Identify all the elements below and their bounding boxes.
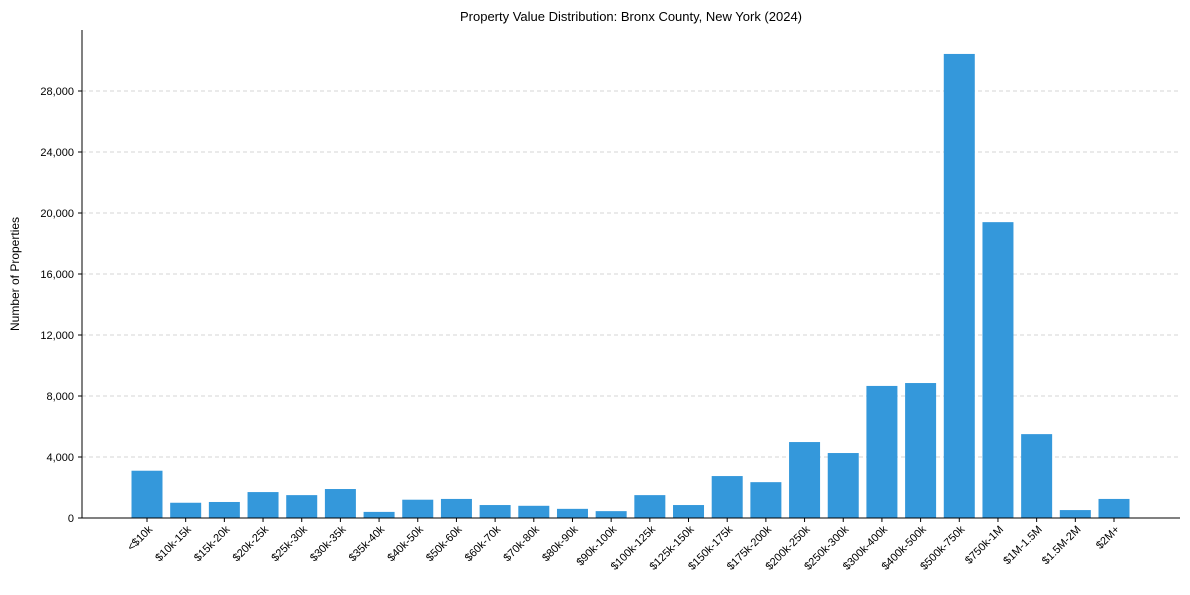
bar <box>479 505 511 518</box>
bar <box>1059 510 1091 518</box>
bar <box>286 495 318 518</box>
bar <box>170 502 202 518</box>
x-tick-label: $60k-70k <box>463 523 504 564</box>
x-tick-label: <$10k <box>125 523 155 553</box>
bar <box>518 505 550 518</box>
x-tick-label: $2M+ <box>1094 524 1122 552</box>
bar <box>750 482 782 518</box>
bar <box>556 508 588 518</box>
x-tick-label: $80k-90k <box>540 523 581 564</box>
bar <box>324 489 356 518</box>
bar <box>247 492 279 518</box>
y-tick-label: 16,000 <box>40 269 74 281</box>
gridlines <box>82 90 1180 458</box>
bar <box>789 442 821 518</box>
bar <box>827 453 859 518</box>
bar <box>943 53 975 518</box>
x-tick-label: $1.5M-2M <box>1040 524 1084 568</box>
bar <box>982 222 1014 518</box>
bar <box>595 511 627 518</box>
y-tick-label: 12,000 <box>40 330 74 342</box>
bar <box>1098 498 1130 518</box>
y-tick-label: 28,000 <box>40 86 74 98</box>
bar <box>711 476 743 518</box>
y-axis-label: Number of Properties <box>8 217 22 331</box>
bar <box>363 511 395 518</box>
y-tick-label: 24,000 <box>40 147 74 159</box>
bar <box>1021 434 1053 518</box>
y-axis-ticks: 0 4,000 8,000 12,000 16,000 20,000 24,000 28,00… <box>40 86 82 525</box>
y-tick-label: 4,000 <box>46 452 74 464</box>
y-tick-label: 20,000 <box>40 208 74 220</box>
x-tick-label: $10k-15k <box>153 523 194 564</box>
bar <box>673 505 705 518</box>
x-tick-label: $20k-25k <box>231 523 272 564</box>
x-tick-label: $50k-60k <box>424 523 465 564</box>
bar <box>208 501 240 518</box>
x-tick-label: $15k-20k <box>192 523 233 564</box>
x-axis-ticks: <$10k$10k-15k$15k-20k$20k-25k$25k-30k$30… <box>125 518 1122 573</box>
y-tick-label: 8,000 <box>46 391 74 403</box>
chart-title: Property Value Distribution: Bronx Count… <box>460 9 802 24</box>
x-tick-label: $1M-1.5M <box>1001 524 1045 568</box>
x-tick-label: $750k-1M <box>963 524 1006 567</box>
y-tick-label: 0 <box>68 513 74 525</box>
bar <box>866 385 898 518</box>
x-tick-label: $25k-30k <box>269 523 310 564</box>
bar <box>402 499 434 518</box>
bar <box>634 495 666 518</box>
bar <box>440 498 472 518</box>
x-tick-label: $35k-40k <box>347 523 388 564</box>
bar <box>131 470 163 518</box>
bar <box>905 383 937 518</box>
bars <box>131 53 1130 518</box>
x-tick-label: $40k-50k <box>385 523 426 564</box>
x-tick-label: $30k-35k <box>308 523 349 564</box>
x-tick-label: $70k-80k <box>501 523 542 564</box>
